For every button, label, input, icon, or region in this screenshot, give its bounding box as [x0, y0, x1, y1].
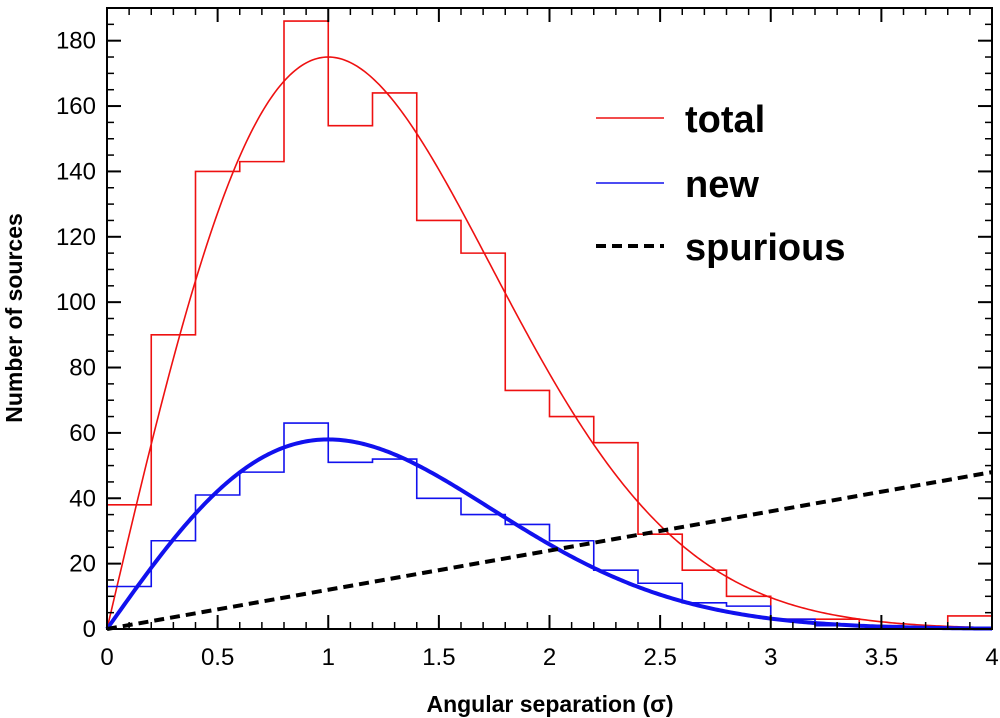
line-spurious	[106, 470, 993, 631]
fit-curve-new	[105, 437, 993, 631]
y-tick-label: 140	[56, 158, 96, 185]
y-tick-label: 40	[69, 485, 96, 512]
y-tick-label: 120	[56, 224, 96, 251]
y-tick-label: 180	[56, 28, 96, 55]
y-tick-label: 100	[56, 289, 96, 316]
x-tick-label: 1	[322, 644, 335, 671]
x-tick-label: 4	[985, 644, 998, 671]
y-tick-label: 0	[83, 616, 96, 643]
legend-label-spurious: spurious	[685, 227, 845, 269]
histogram-new	[106, 422, 992, 630]
y-tick-label: 160	[56, 93, 96, 120]
y-tick-label: 60	[69, 420, 96, 447]
x-tick-label: 3	[764, 644, 777, 671]
y-tick-label: 80	[69, 355, 96, 382]
y-axis-title: Number of sources	[1, 213, 27, 423]
x-tick-label: 1.5	[422, 644, 455, 671]
y-tick-label: 20	[69, 551, 96, 578]
fit-curve-total	[106, 56, 993, 630]
x-tick-label: 0	[100, 644, 113, 671]
legend-label-new: new	[685, 164, 759, 206]
legend-label-total: total	[685, 99, 765, 141]
x-tick-label: 2	[543, 644, 556, 671]
x-tick-label: 0.5	[201, 644, 234, 671]
x-tick-label: 3.5	[865, 644, 898, 671]
histogram-total	[106, 20, 993, 630]
x-axis-title: Angular separation (σ)	[426, 691, 673, 717]
x-tick-label: 2.5	[643, 644, 676, 671]
